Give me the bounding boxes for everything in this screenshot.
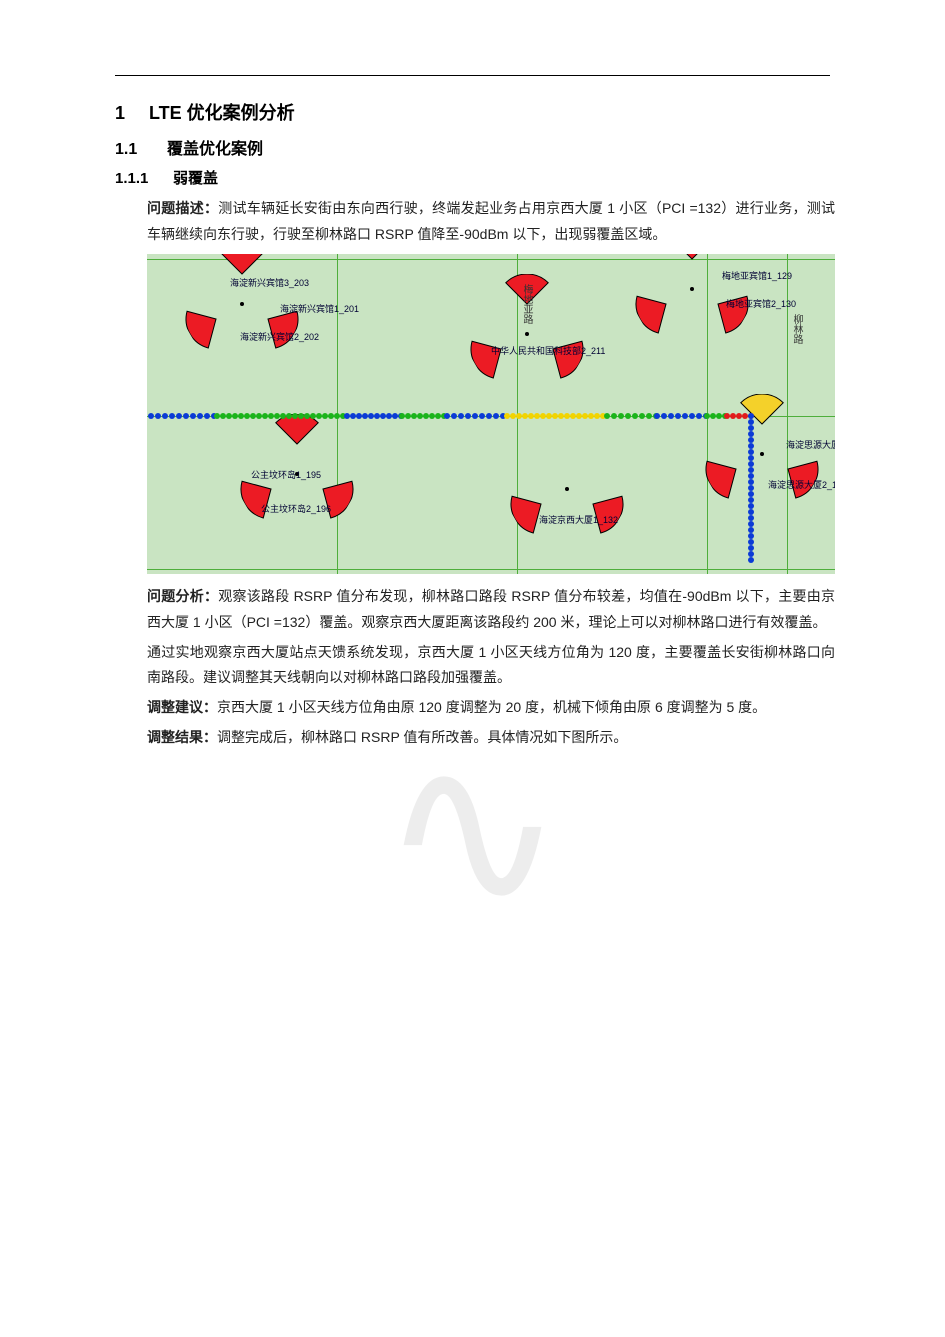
dt-sample bbox=[169, 413, 175, 419]
site-center bbox=[525, 332, 529, 336]
map-grid-h bbox=[147, 569, 835, 570]
label-result: 调整结果： bbox=[147, 729, 217, 745]
site-center bbox=[240, 302, 244, 306]
dt-sample bbox=[465, 413, 471, 419]
dt-sample bbox=[639, 413, 645, 419]
dt-sample bbox=[696, 413, 702, 419]
site-label: 海淀新兴宾馆1_201 bbox=[280, 302, 359, 315]
text-analysis-2: 通过实地观察京西大厦站点天馈系统发现，京西大厦 1 小区天线方位角为 120 度… bbox=[147, 644, 835, 686]
coverage-map: 海淀新兴宾馆3_203 海淀新兴宾馆1_201 海淀新兴宾馆2_202 中华人民共和国… bbox=[147, 254, 835, 574]
para-problem-desc: 问题描述：测试车辆延长安街由东向西行驶，终端发起业务占用京西大厦 1 小区（PC… bbox=[115, 196, 835, 248]
text-analysis-1: 观察该路段 RSRP 值分布发现，柳林路口路段 RSRP 值分布较差，均值在-9… bbox=[147, 588, 835, 630]
dt-sample bbox=[661, 413, 667, 419]
content-block: 1LTE 优化案例分析 1.1覆盖优化案例 1.1.1弱覆盖 问题描述：测试车辆… bbox=[115, 95, 835, 755]
h1-text: LTE 优化案例分析 bbox=[149, 103, 295, 123]
site-label: 公主坟环岛2_196 bbox=[261, 502, 331, 515]
dt-sample bbox=[625, 413, 631, 419]
dt-sample bbox=[162, 413, 168, 419]
dt-sample bbox=[472, 413, 478, 419]
site-label: 梅地亚宾馆2_130 bbox=[726, 297, 796, 310]
dt-sample bbox=[444, 413, 450, 419]
h3-number: 1.1.1 bbox=[115, 170, 173, 187]
dt-sample bbox=[604, 413, 610, 419]
dt-sample bbox=[668, 413, 674, 419]
document-page: 1LTE 优化案例分析 1.1覆盖优化案例 1.1.1弱覆盖 问题描述：测试车辆… bbox=[0, 0, 945, 1337]
dt-sample bbox=[479, 413, 485, 419]
site-center bbox=[565, 487, 569, 491]
site-label: 梅地亚宾馆1_129 bbox=[722, 269, 792, 282]
dt-sample bbox=[183, 413, 189, 419]
site-label: 公主坟环岛1_195 bbox=[251, 468, 321, 481]
site-label: 中华人民共和国科技部2_211 bbox=[491, 344, 605, 357]
site-label: 海淀京西大厦1_132 bbox=[539, 513, 618, 526]
heading-1: 1LTE 优化案例分析 bbox=[115, 99, 835, 125]
dt-sample bbox=[190, 413, 196, 419]
site-center bbox=[690, 287, 694, 291]
text-suggestion: 京西大厦 1 小区天线方位角由原 120 度调整为 20 度，机械下倾角由原 6… bbox=[217, 699, 766, 715]
h3-text: 弱覆盖 bbox=[173, 170, 218, 187]
h2-number: 1.1 bbox=[115, 141, 167, 159]
dt-sample bbox=[148, 413, 154, 419]
dt-sample bbox=[458, 413, 464, 419]
dt-sample bbox=[155, 413, 161, 419]
dt-sample bbox=[176, 413, 182, 419]
dt-sample bbox=[204, 413, 210, 419]
dt-sample bbox=[689, 413, 695, 419]
top-rule bbox=[115, 75, 830, 76]
heading-2: 1.1覆盖优化案例 bbox=[115, 135, 835, 159]
para-result: 调整结果：调整完成后，柳林路口 RSRP 值有所改善。具体情况如下图所示。 bbox=[115, 725, 835, 751]
dt-sample bbox=[646, 413, 652, 419]
dt-sample bbox=[675, 413, 681, 419]
dt-sample bbox=[618, 413, 624, 419]
site-label: 海淀新兴宾馆3_203 bbox=[230, 276, 309, 289]
road-label: 柳林路 bbox=[789, 314, 804, 344]
dt-sample bbox=[611, 413, 617, 419]
road-label: 梅地亚路 bbox=[519, 284, 534, 324]
dt-sample bbox=[682, 413, 688, 419]
para-suggestion: 调整建议：京西大厦 1 小区天线方位角由原 120 度调整为 20 度，机械下倾… bbox=[115, 695, 835, 721]
dt-sample bbox=[197, 413, 203, 419]
label-analysis: 问题分析： bbox=[147, 588, 218, 604]
heading-3: 1.1.1弱覆盖 bbox=[115, 167, 835, 188]
site-label: 海淀思源大厦1_1 bbox=[786, 438, 835, 451]
dt-sample bbox=[493, 413, 499, 419]
dt-sample bbox=[486, 413, 492, 419]
text-problem-desc: 测试车辆延长安街由东向西行驶，终端发起业务占用京西大厦 1 小区（PCI =13… bbox=[147, 200, 835, 242]
site-label: 海淀新兴宾馆2_202 bbox=[240, 330, 319, 343]
label-suggestion: 调整建议： bbox=[147, 699, 217, 715]
label-problem-desc: 问题描述： bbox=[147, 200, 218, 216]
dt-sample bbox=[654, 413, 660, 419]
para-analysis-1: 问题分析：观察该路段 RSRP 值分布发现，柳林路口路段 RSRP 值分布较差，… bbox=[115, 584, 835, 636]
para-analysis-2: 通过实地观察京西大厦站点天馈系统发现，京西大厦 1 小区天线方位角为 120 度… bbox=[115, 640, 835, 692]
dt-sample bbox=[748, 557, 754, 563]
site-label: 海淀思源大厦2_127 bbox=[768, 478, 835, 491]
site-center bbox=[760, 452, 764, 456]
dt-sample bbox=[451, 413, 457, 419]
text-result: 调整完成后，柳林路口 RSRP 值有所改善。具体情况如下图所示。 bbox=[217, 729, 627, 745]
h1-number: 1 bbox=[115, 103, 149, 124]
h2-text: 覆盖优化案例 bbox=[167, 141, 263, 158]
dt-sample bbox=[632, 413, 638, 419]
